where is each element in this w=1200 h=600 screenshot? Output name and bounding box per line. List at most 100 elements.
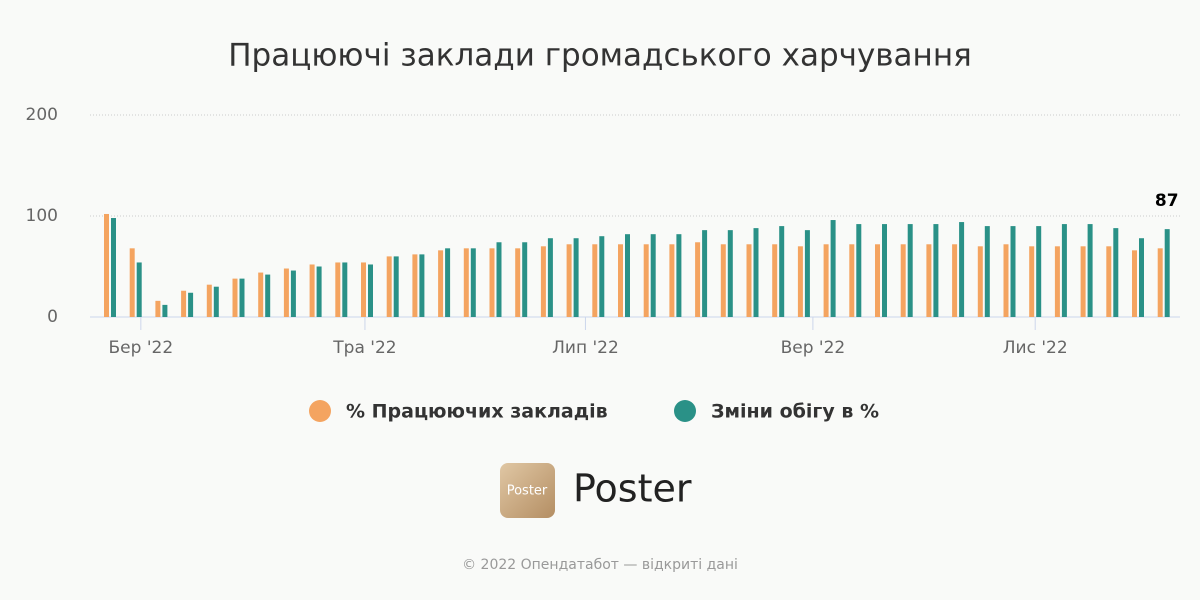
bar (393, 256, 399, 317)
legend-marker (309, 400, 331, 422)
bar (618, 244, 623, 317)
bar (1132, 250, 1137, 317)
bar (875, 244, 880, 317)
bar (1106, 246, 1112, 317)
brand-name: Poster (573, 467, 692, 511)
bar (669, 244, 675, 317)
bar (984, 226, 990, 317)
bar (181, 290, 187, 317)
x-tick-label: Тра '22 (332, 338, 396, 358)
bar (1080, 246, 1086, 317)
x-tick-label: Лис '22 (1003, 338, 1068, 358)
legend-label: Зміни обігу в % (711, 401, 879, 423)
bar (258, 272, 264, 317)
bar (599, 236, 605, 317)
bar (335, 262, 341, 317)
bar (445, 248, 451, 317)
bar (438, 250, 444, 317)
data-label: 87 (1155, 191, 1179, 211)
bar (368, 264, 373, 317)
bar (496, 242, 502, 317)
chart-title: Працюючі заклади громадського харчування (228, 38, 972, 74)
bar (830, 220, 836, 317)
bar (849, 244, 855, 317)
bar (907, 224, 913, 317)
bar (104, 213, 109, 317)
y-tick-label: 0 (47, 307, 58, 327)
bar (463, 248, 469, 317)
footer: © 2022 Опендатабот — відкриті дані (462, 557, 738, 573)
bar (797, 246, 803, 317)
bar (1087, 224, 1093, 317)
bar (702, 230, 708, 317)
y-tick-label: 100 (26, 206, 58, 226)
bar (650, 234, 656, 317)
y-tick-label: 200 (26, 105, 58, 125)
bar (522, 242, 528, 317)
bar (155, 300, 161, 317)
bar (309, 264, 315, 317)
bar (1139, 238, 1144, 317)
bar (1054, 246, 1060, 317)
bar (540, 246, 546, 317)
bar (695, 242, 701, 317)
bar (547, 238, 553, 317)
bar (1157, 248, 1163, 317)
bar (361, 262, 366, 317)
bar (977, 246, 983, 317)
bar (290, 270, 296, 317)
bar (489, 248, 495, 317)
bar (1029, 246, 1035, 317)
bar (1061, 224, 1067, 317)
bar (1036, 226, 1042, 317)
bar (412, 254, 418, 317)
bar (933, 224, 939, 317)
bar (419, 254, 425, 317)
legend-label: % Працюючих закладів (346, 401, 608, 423)
bar (136, 262, 142, 317)
bar (342, 262, 348, 317)
bar (772, 244, 778, 317)
bar (720, 244, 726, 317)
bar (643, 244, 649, 317)
logo-box (500, 463, 555, 518)
bar (470, 248, 476, 317)
bar (804, 230, 810, 317)
x-tick-label: Бер '22 (109, 338, 174, 358)
bar (213, 286, 219, 317)
bar (316, 266, 322, 317)
bar (856, 224, 862, 317)
bar (727, 230, 733, 317)
bar (676, 234, 682, 317)
bar (232, 278, 238, 317)
bar (592, 244, 598, 317)
bar (1003, 244, 1009, 317)
bar (239, 278, 245, 317)
bar (746, 244, 752, 317)
bar (823, 244, 829, 317)
bar (952, 244, 958, 317)
bar (882, 224, 887, 317)
bar (515, 248, 521, 317)
bar (1010, 226, 1016, 317)
bar (625, 234, 630, 317)
bar (1113, 228, 1119, 317)
x-tick-label: Лип '22 (552, 338, 619, 358)
bar (129, 248, 135, 317)
bar (188, 292, 194, 317)
x-tick-label: Вер '22 (781, 338, 846, 358)
bar (162, 304, 168, 317)
bar (283, 268, 289, 317)
brand-logo: Poster (500, 463, 555, 518)
bar (573, 238, 579, 317)
bar (111, 218, 116, 317)
bar (1164, 229, 1170, 317)
bar (926, 244, 932, 317)
legend-marker (674, 400, 696, 422)
bar (753, 228, 759, 317)
bar (386, 256, 392, 317)
bar (566, 244, 572, 317)
logo-text: Poster (507, 484, 548, 499)
